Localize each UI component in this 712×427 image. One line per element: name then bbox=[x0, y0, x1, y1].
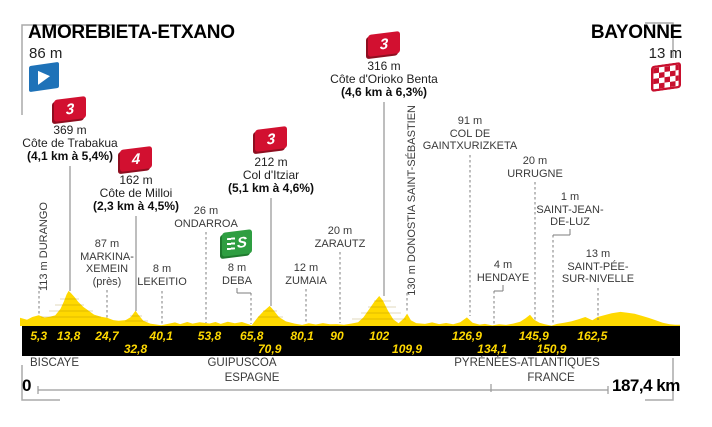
category-3-climb-badge-icon: 3 bbox=[54, 96, 86, 122]
town-label-stjean: 1 m SAINT-JEAN- DE-LUZ bbox=[536, 191, 604, 228]
finish-checkered-flag-icon bbox=[651, 61, 682, 93]
distance-scale bbox=[37, 384, 609, 394]
category-3-climb-badge-icon: 3 bbox=[368, 31, 400, 57]
km-marker: 134,1 bbox=[477, 342, 508, 356]
km-marker: 32,8 bbox=[123, 342, 148, 356]
town-label-ondarroa: 26 m ONDARROA bbox=[174, 205, 238, 230]
corner-bracket-bottom-right bbox=[645, 358, 674, 401]
km-marker: 70,9 bbox=[258, 342, 282, 356]
town-label-zarautz: 20 m ZARAUTZ bbox=[314, 225, 366, 250]
km-marker: 150,9 bbox=[536, 342, 567, 356]
km-marker: 5,3 bbox=[30, 329, 47, 343]
corner-bracket-top-right bbox=[645, 22, 674, 58]
km-marker: 145,9 bbox=[518, 329, 549, 343]
start-flag-icon bbox=[29, 61, 59, 93]
km-marker: 65,8 bbox=[240, 329, 264, 343]
label-connector-lines bbox=[38, 102, 599, 325]
start-city: AMOREBIETA-ETXANO bbox=[28, 22, 235, 43]
climb-label-milloi: 162 m Côte de Milloi (2,3 km à 4,5%) bbox=[92, 173, 180, 213]
km-marker: 40,1 bbox=[149, 329, 173, 343]
town-label-gaintxurizketa: 91 m COL DE GAINTXURIZKETA bbox=[422, 115, 518, 152]
km-marker: 53,8 bbox=[197, 329, 222, 343]
km-marker: 90 bbox=[330, 329, 344, 343]
town-label-urrugne: 20 m URRUGNE bbox=[507, 155, 563, 180]
town-label-lekeitio: 8 m LEKEITIO bbox=[137, 263, 187, 288]
climb-label-orioko: 316 m Côte d'Orioko Benta (4,6 km à 6,3%) bbox=[330, 59, 438, 99]
km-marker: 109,9 bbox=[392, 342, 423, 356]
corner-bracket-bottom-left bbox=[21, 365, 60, 401]
km-marker: 162,5 bbox=[577, 329, 608, 343]
climb-label-itziar: 212 m Col d'Itziar (5,1 km à 4,6%) bbox=[227, 155, 315, 195]
scale-total-distance: 187,4 km bbox=[612, 376, 680, 395]
contour-lines bbox=[41, 298, 406, 322]
town-label-zumaia: 12 m ZUMAIA bbox=[285, 262, 327, 287]
km-distance-bar bbox=[22, 326, 680, 356]
region-label: PYRÉNÉES-ATLANTIQUES bbox=[454, 357, 600, 369]
elevation-profile-area bbox=[20, 290, 680, 326]
scale-start-label: 0 bbox=[22, 376, 32, 395]
town-label-markina: 87 m MARKINA- XEMEIN (près) bbox=[80, 238, 134, 288]
corner-bracket-top-left bbox=[21, 24, 113, 115]
region-label: BISCAYE bbox=[30, 357, 79, 369]
sprint-badge-icon: S bbox=[222, 229, 252, 257]
category-4-climb-badge-icon: 4 bbox=[120, 146, 152, 172]
town-label-donostia: 130 m DONOSTIA SAINT-SÉBASTIEN bbox=[406, 105, 418, 296]
town-label-hendaye: 4 m HENDAYE bbox=[476, 259, 530, 284]
km-marker: 126,9 bbox=[451, 329, 482, 343]
town-label-deba: 8 m DEBA bbox=[222, 262, 252, 287]
finish-city: BAYONNE bbox=[590, 22, 682, 43]
region-label: GUIPUSCOA bbox=[207, 357, 277, 369]
start-elevation: 86 m bbox=[29, 45, 63, 62]
km-marker: 80,1 bbox=[290, 329, 314, 343]
finish-elevation: 13 m bbox=[648, 45, 682, 62]
km-marker: 13,8 bbox=[56, 329, 81, 343]
country-label: ESPAGNE bbox=[224, 372, 280, 384]
category-3-climb-badge-icon: 3 bbox=[255, 126, 287, 152]
town-label-durango: 113 m DURANGO bbox=[38, 202, 50, 292]
town-label-stpee: 13 m SAINT-PÉE- SUR-NIVELLE bbox=[561, 248, 635, 285]
country-label: FRANCE bbox=[527, 372, 575, 384]
km-marker: 102 bbox=[369, 329, 390, 343]
km-marker: 24,7 bbox=[95, 329, 119, 343]
climb-label-trabakua: 369 m Côte de Trabakua (4,1 km à 5,4%) bbox=[22, 123, 118, 163]
